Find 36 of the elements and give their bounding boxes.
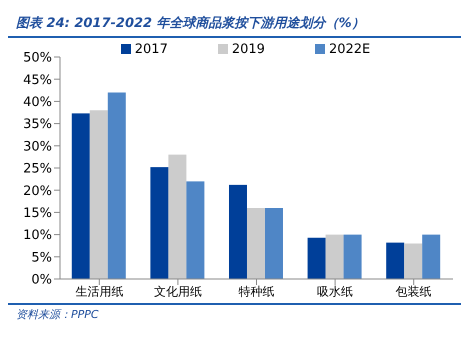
bar bbox=[308, 238, 326, 279]
bar bbox=[264, 208, 283, 279]
text: 资料来源：PPPC bbox=[16, 307, 100, 322]
legend-label: 2019 bbox=[232, 42, 265, 57]
y-tick-label: 15% bbox=[23, 206, 52, 222]
chart-title: 图表 24: 2017-2022 年全球商品浆按下游用途划分（%） bbox=[8, 8, 461, 38]
y-tick-label: 10% bbox=[23, 228, 52, 244]
y-tick-label: 30% bbox=[23, 139, 52, 154]
bar bbox=[168, 154, 186, 279]
bar bbox=[246, 208, 265, 279]
y-tick-label: 25% bbox=[23, 162, 52, 177]
y-tick-label: 40% bbox=[23, 95, 52, 110]
bar bbox=[72, 113, 90, 279]
bar bbox=[150, 167, 168, 279]
y-tick-label: 35% bbox=[23, 117, 52, 132]
y-tick-label: 5% bbox=[31, 250, 52, 266]
bar bbox=[186, 181, 204, 279]
x-tick-label: 包装纸 bbox=[396, 284, 432, 299]
x-tick-label: 吸水纸 bbox=[317, 284, 354, 299]
y-tick-label: 50% bbox=[23, 50, 52, 66]
x-tick-label: 文化用纸 bbox=[154, 284, 202, 299]
y-tick-label: 20% bbox=[23, 184, 52, 199]
y-tick-label: 0% bbox=[31, 272, 52, 288]
x-tick-label: 生活用纸 bbox=[75, 284, 124, 299]
x-tick-label: 特种纸 bbox=[238, 284, 274, 299]
bar bbox=[422, 234, 440, 279]
bar bbox=[228, 184, 247, 279]
bar bbox=[386, 242, 404, 279]
bar bbox=[90, 110, 108, 279]
legend-label: 2022E bbox=[328, 42, 370, 57]
bar bbox=[108, 92, 126, 279]
bar bbox=[404, 243, 422, 279]
bar bbox=[326, 234, 344, 279]
bar bbox=[344, 234, 362, 279]
y-tick-label: 45% bbox=[23, 72, 52, 88]
legend-label: 2017 bbox=[134, 42, 168, 57]
